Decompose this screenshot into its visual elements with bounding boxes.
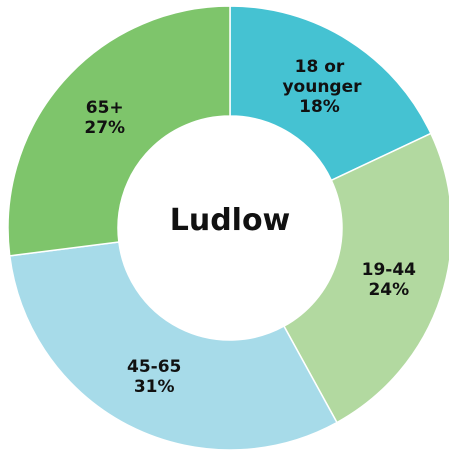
value-label: 24%: [368, 279, 410, 300]
slice: [282, 132, 449, 424]
category-label: 19-44: [361, 259, 416, 280]
category-label: 18 or younger: [282, 56, 362, 97]
slice: [229, 5, 432, 182]
slice-label: 19-44 24%: [334, 260, 444, 300]
slice-label: 65+ 27%: [50, 98, 160, 138]
value-label: 27%: [84, 117, 126, 138]
slice: [7, 5, 231, 257]
slice-label: 18 or younger 18%: [264, 57, 374, 117]
category-label: 65+: [85, 97, 124, 118]
category-label: 45-65: [126, 356, 182, 377]
slice-label: 45-65 31%: [99, 357, 209, 397]
slice: [8, 241, 338, 451]
chart-title: Ludlow: [169, 203, 291, 238]
value-label: 18%: [299, 96, 340, 117]
value-label: 31%: [133, 376, 175, 397]
